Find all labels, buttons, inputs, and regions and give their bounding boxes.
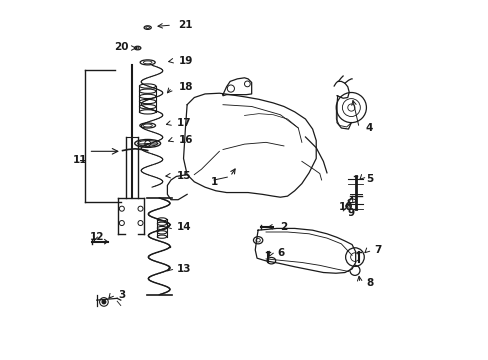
Text: 12: 12 — [89, 232, 104, 242]
Text: 17: 17 — [176, 118, 191, 128]
Text: 11: 11 — [73, 155, 87, 165]
Text: 13: 13 — [176, 264, 190, 274]
Text: 1: 1 — [210, 177, 217, 187]
Text: 5: 5 — [366, 174, 373, 184]
Text: 20: 20 — [114, 42, 128, 52]
Text: 7: 7 — [373, 245, 381, 255]
Text: 4: 4 — [365, 123, 372, 133]
Text: 19: 19 — [178, 56, 192, 66]
Text: 8: 8 — [366, 278, 373, 288]
Text: 9: 9 — [347, 208, 354, 218]
Text: 16: 16 — [178, 135, 193, 145]
Polygon shape — [255, 228, 355, 273]
Text: 18: 18 — [178, 82, 193, 93]
Text: 15: 15 — [176, 171, 190, 181]
Text: 21: 21 — [178, 20, 193, 30]
Text: 2: 2 — [280, 222, 287, 231]
Circle shape — [102, 300, 105, 304]
Text: 6: 6 — [277, 248, 284, 258]
Text: 14: 14 — [176, 222, 191, 231]
Text: 10: 10 — [339, 202, 353, 212]
Text: 3: 3 — [118, 290, 125, 300]
